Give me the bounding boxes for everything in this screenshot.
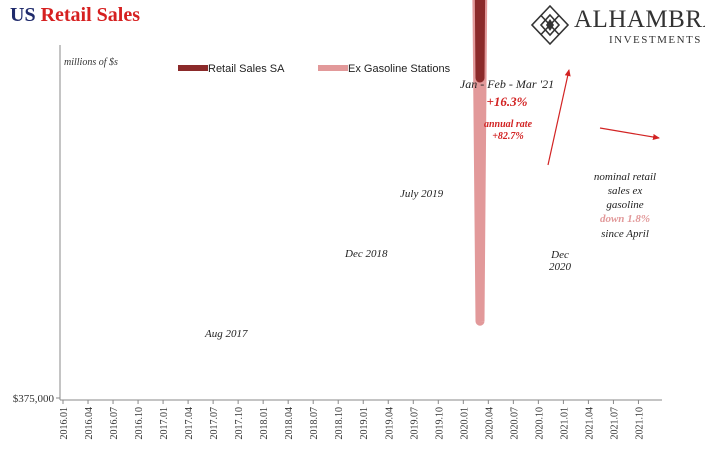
title-retail-sales: Retail Sales	[40, 4, 141, 26]
x-tick-label: 2017.07	[209, 407, 220, 440]
x-tick-label: 2021.01	[559, 407, 570, 440]
x-tick-label: 2017.10	[234, 407, 245, 440]
growth-arrow	[547, 69, 571, 166]
logo-subtitle: INVESTMENTS	[609, 34, 702, 46]
annotation-jfm-pct: +16.3%	[487, 94, 528, 109]
annotation-note5: since April	[601, 228, 649, 240]
x-tick-label: 2021.10	[634, 407, 645, 440]
annotation-jul2019: July 2019	[400, 188, 444, 200]
x-tick-label: 2016.10	[134, 407, 145, 440]
x-tick-label: 2018.10	[334, 407, 345, 440]
x-tick-label: 2019.07	[409, 407, 420, 440]
diamond-lattice-icon	[530, 4, 570, 46]
legend-retail-sales-label: Retail Sales SA	[208, 63, 285, 75]
x-tick-label: 2016.01	[59, 407, 70, 440]
x-tick-label: 2019.10	[434, 407, 445, 440]
annotation-note1: nominal retail	[594, 171, 656, 183]
y-axis-label: millions of $s	[64, 57, 118, 68]
annotation-dec2020-a: Dec	[550, 249, 569, 261]
x-tick-label: 2021.04	[584, 407, 595, 440]
legend-ex-gasoline-label: Ex Gasoline Stations	[348, 63, 451, 75]
x-tick-label: 2018.04	[284, 407, 295, 440]
x-tick-label: 2020.04	[484, 407, 495, 440]
x-tick-label: 2016.04	[84, 407, 95, 440]
x-tick-label: 2020.01	[459, 407, 470, 440]
annotation-note2: sales ex	[608, 185, 643, 197]
annotation-note3: gasoline	[606, 199, 643, 211]
title-us: US	[10, 4, 36, 26]
logo-name: ALHAMBRA	[574, 6, 705, 33]
annotation-jfm-label: Jan - Feb - Mar '21	[460, 77, 554, 91]
annotation-annual-pct: +82.7%	[492, 131, 524, 142]
x-tick-label: 2016.07	[109, 407, 120, 440]
decline-arrow	[599, 127, 660, 140]
annotation-aug2017: Aug 2017	[204, 328, 248, 340]
x-tick-label: 2021.07	[609, 407, 620, 440]
x-tick-label: 2020.07	[509, 407, 520, 440]
series-line-ex-gasoline	[472, 0, 488, 326]
x-tick-label: 2019.01	[359, 407, 370, 440]
x-tick-label: 2020.10	[534, 407, 545, 440]
annotation-dec2018: Dec 2018	[344, 248, 388, 260]
y-tick-label: $375,000	[13, 393, 55, 405]
x-tick-label: 2018.07	[309, 407, 320, 440]
x-tick-label: 2017.04	[184, 407, 195, 440]
x-tick-label: 2019.04	[384, 407, 395, 440]
annotation-note4: down 1.8%	[600, 213, 650, 225]
chart-title: US Retail Sales	[10, 4, 140, 27]
alhambra-logo: ALHAMBRA INVESTMENTS	[530, 4, 705, 50]
x-tick-label: 2017.01	[159, 407, 170, 440]
x-tick-label: 2018.01	[259, 407, 270, 440]
annotation-annual-label: annual rate	[484, 119, 533, 130]
annotation-dec2020-b: 2020	[549, 261, 572, 273]
